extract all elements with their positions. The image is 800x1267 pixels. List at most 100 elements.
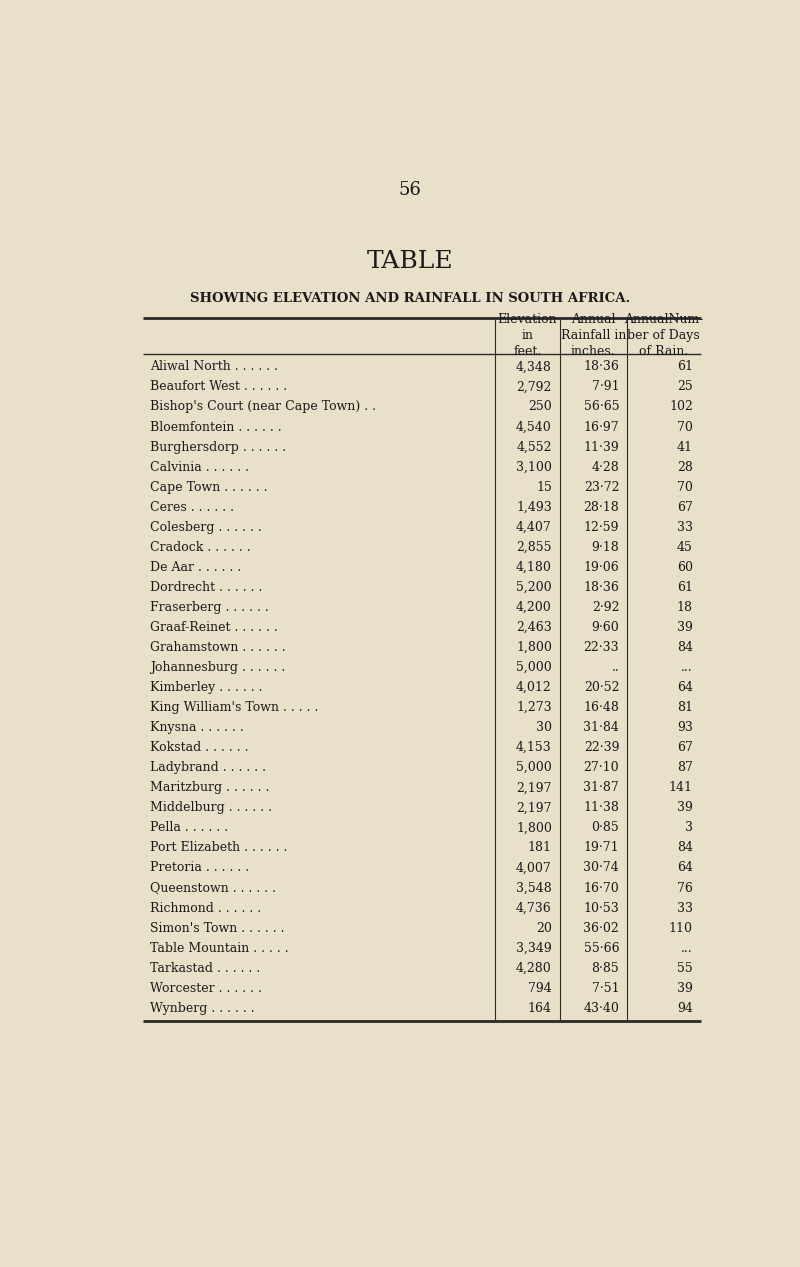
Text: Knysna . . . . . .: Knysna . . . . . . xyxy=(150,721,244,734)
Text: 36·02: 36·02 xyxy=(583,921,619,935)
Text: 20: 20 xyxy=(536,921,552,935)
Text: 28: 28 xyxy=(677,461,693,474)
Text: Richmond . . . . . .: Richmond . . . . . . xyxy=(150,902,262,915)
Text: 84: 84 xyxy=(677,641,693,654)
Text: 4,540: 4,540 xyxy=(516,421,552,433)
Text: Cape Town . . . . . .: Cape Town . . . . . . xyxy=(150,480,268,494)
Text: 1,273: 1,273 xyxy=(516,701,552,715)
Text: 1,800: 1,800 xyxy=(516,821,552,835)
Text: 70: 70 xyxy=(677,480,693,494)
Text: 70: 70 xyxy=(677,421,693,433)
Text: 0·85: 0·85 xyxy=(591,821,619,835)
Text: 4,007: 4,007 xyxy=(516,862,552,874)
Text: 3,100: 3,100 xyxy=(516,461,552,474)
Text: 25: 25 xyxy=(677,380,693,394)
Text: Fraserberg . . . . . .: Fraserberg . . . . . . xyxy=(150,601,269,614)
Text: 4·28: 4·28 xyxy=(591,461,619,474)
Text: 15: 15 xyxy=(536,480,552,494)
Text: 4,348: 4,348 xyxy=(516,360,552,374)
Text: 55: 55 xyxy=(677,962,693,974)
Text: 102: 102 xyxy=(669,400,693,413)
Text: Graaf-Reinet . . . . . .: Graaf-Reinet . . . . . . xyxy=(150,621,278,634)
Text: 2,792: 2,792 xyxy=(517,380,552,394)
Text: Port Elizabeth . . . . . .: Port Elizabeth . . . . . . xyxy=(150,841,288,854)
Text: 55·66: 55·66 xyxy=(584,941,619,954)
Text: Pella . . . . . .: Pella . . . . . . xyxy=(150,821,229,835)
Text: 28·18: 28·18 xyxy=(583,500,619,513)
Text: Grahamstown . . . . . .: Grahamstown . . . . . . xyxy=(150,641,286,654)
Text: Bloemfontein . . . . . .: Bloemfontein . . . . . . xyxy=(150,421,282,433)
Text: ..: .. xyxy=(611,661,619,674)
Text: Dordrecht . . . . . .: Dordrecht . . . . . . xyxy=(150,580,262,594)
Text: Worcester . . . . . .: Worcester . . . . . . xyxy=(150,982,262,995)
Text: 3: 3 xyxy=(685,821,693,835)
Text: Beaufort West . . . . . .: Beaufort West . . . . . . xyxy=(150,380,287,394)
Text: 39: 39 xyxy=(677,982,693,995)
Text: 4,153: 4,153 xyxy=(516,741,552,754)
Text: 5,000: 5,000 xyxy=(516,761,552,774)
Text: 4,407: 4,407 xyxy=(516,521,552,533)
Text: 4,552: 4,552 xyxy=(516,441,552,454)
Text: 23·72: 23·72 xyxy=(584,480,619,494)
Text: Bishop's Court (near Cape Town) . .: Bishop's Court (near Cape Town) . . xyxy=(150,400,376,413)
Text: 64: 64 xyxy=(677,682,693,694)
Text: 19·71: 19·71 xyxy=(584,841,619,854)
Text: Pretoria . . . . . .: Pretoria . . . . . . xyxy=(150,862,250,874)
Text: 20·52: 20·52 xyxy=(584,682,619,694)
Text: 56: 56 xyxy=(398,180,422,199)
Text: 22·33: 22·33 xyxy=(584,641,619,654)
Text: 61: 61 xyxy=(677,360,693,374)
Text: 16·70: 16·70 xyxy=(583,882,619,895)
Text: Wynberg . . . . . .: Wynberg . . . . . . xyxy=(150,1002,255,1015)
Text: 141: 141 xyxy=(669,782,693,794)
Text: 81: 81 xyxy=(677,701,693,715)
Text: 19·06: 19·06 xyxy=(583,561,619,574)
Text: 30·74: 30·74 xyxy=(583,862,619,874)
Text: 4,012: 4,012 xyxy=(516,682,552,694)
Text: Tarkastad . . . . . .: Tarkastad . . . . . . xyxy=(150,962,261,974)
Text: 39: 39 xyxy=(677,621,693,634)
Text: 64: 64 xyxy=(677,862,693,874)
Text: 56·65: 56·65 xyxy=(584,400,619,413)
Text: 4,180: 4,180 xyxy=(516,561,552,574)
Text: 27·10: 27·10 xyxy=(584,761,619,774)
Text: 84: 84 xyxy=(677,841,693,854)
Text: 7·91: 7·91 xyxy=(592,380,619,394)
Text: 30: 30 xyxy=(536,721,552,734)
Text: Cradock . . . . . .: Cradock . . . . . . xyxy=(150,541,251,554)
Text: 67: 67 xyxy=(677,741,693,754)
Text: 5,200: 5,200 xyxy=(516,580,552,594)
Text: AnnualNum-
ber of Days
of Rain.: AnnualNum- ber of Days of Rain. xyxy=(624,313,703,359)
Text: Johannesburg . . . . . .: Johannesburg . . . . . . xyxy=(150,661,286,674)
Text: 33: 33 xyxy=(677,521,693,533)
Text: 11·39: 11·39 xyxy=(583,441,619,454)
Text: Table Mountain . . . . .: Table Mountain . . . . . xyxy=(150,941,289,954)
Text: 94: 94 xyxy=(677,1002,693,1015)
Text: Annual
Rainfall in
inches.: Annual Rainfall in inches. xyxy=(561,313,626,359)
Text: Aliwal North . . . . . .: Aliwal North . . . . . . xyxy=(150,360,278,374)
Text: Kokstad . . . . . .: Kokstad . . . . . . xyxy=(150,741,249,754)
Text: 9·60: 9·60 xyxy=(591,621,619,634)
Text: 12·59: 12·59 xyxy=(584,521,619,533)
Text: ...: ... xyxy=(682,661,693,674)
Text: SHOWING ELEVATION AND RAINFALL IN SOUTH AFRICA.: SHOWING ELEVATION AND RAINFALL IN SOUTH … xyxy=(190,293,630,305)
Text: TABLE: TABLE xyxy=(366,250,454,272)
Text: King William's Town . . . . .: King William's Town . . . . . xyxy=(150,701,318,715)
Text: 93: 93 xyxy=(677,721,693,734)
Text: 2·92: 2·92 xyxy=(592,601,619,614)
Text: 60: 60 xyxy=(677,561,693,574)
Text: Colesberg . . . . . .: Colesberg . . . . . . xyxy=(150,521,262,533)
Text: 2,855: 2,855 xyxy=(516,541,552,554)
Text: 7·51: 7·51 xyxy=(592,982,619,995)
Text: 61: 61 xyxy=(677,580,693,594)
Text: 164: 164 xyxy=(528,1002,552,1015)
Text: 31·84: 31·84 xyxy=(583,721,619,734)
Text: 4,736: 4,736 xyxy=(516,902,552,915)
Text: 11·38: 11·38 xyxy=(583,801,619,815)
Text: Simon's Town . . . . . .: Simon's Town . . . . . . xyxy=(150,921,285,935)
Text: 18·36: 18·36 xyxy=(583,360,619,374)
Text: 2,463: 2,463 xyxy=(516,621,552,634)
Text: Middelburg . . . . . .: Middelburg . . . . . . xyxy=(150,801,272,815)
Text: De Aar . . . . . .: De Aar . . . . . . xyxy=(150,561,242,574)
Text: Ceres . . . . . .: Ceres . . . . . . xyxy=(150,500,234,513)
